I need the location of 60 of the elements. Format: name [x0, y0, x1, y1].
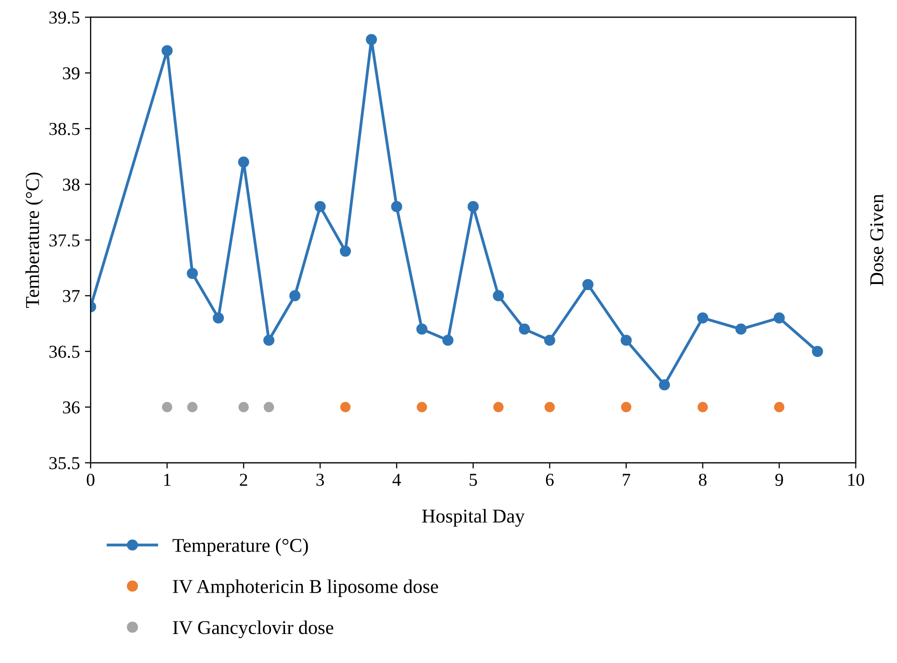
point [774, 312, 785, 324]
x-tick-label: 2 [240, 474, 248, 486]
x-tick-label: 1 [164, 474, 171, 486]
y-axis-title: Temberature (°C) [25, 172, 44, 308]
point [544, 402, 555, 412]
y-tick-label: 38.5 [49, 122, 80, 136]
point [212, 312, 224, 324]
y-tick-label: 37 [62, 290, 80, 302]
x-tick-label: 7 [622, 474, 630, 486]
point [366, 34, 377, 46]
point [492, 290, 504, 302]
y-tick-label: 37.5 [49, 234, 80, 247]
point [518, 324, 530, 335]
y-tick-label: 35.5 [49, 457, 80, 470]
x-tick-label: 0 [86, 474, 94, 486]
point [620, 334, 632, 346]
point [238, 402, 249, 412]
y-tick-label: 39 [62, 67, 80, 80]
point [544, 334, 556, 346]
point [264, 402, 274, 412]
x-tick-label: 5 [470, 474, 477, 486]
point [658, 379, 670, 390]
x-tick-label: 9 [775, 474, 783, 486]
point [735, 324, 747, 335]
point [238, 156, 250, 168]
x-tick-label: 8 [698, 474, 707, 486]
point [391, 201, 402, 212]
point [812, 346, 824, 357]
point [621, 402, 632, 412]
y-tick-label: 38 [62, 178, 80, 191]
y2-axis-title: Dose Given [870, 194, 884, 286]
point [774, 402, 784, 412]
point [698, 402, 708, 412]
legend-label: Temperature (°C) [172, 538, 308, 556]
x-axis-title: Hospital Day [422, 509, 525, 527]
x-tick-label: 10 [848, 474, 864, 486]
x-tick-label: 4 [392, 474, 401, 486]
x-tick-label: 3 [316, 474, 324, 486]
y-tick-label: 36.5 [49, 346, 80, 358]
point [289, 290, 300, 302]
point [186, 268, 198, 279]
point [162, 45, 173, 56]
point [162, 402, 172, 412]
point [697, 312, 708, 324]
point [263, 334, 274, 346]
y-tick-label: 36 [62, 401, 80, 414]
point [416, 402, 428, 412]
x-tick-label: 6 [546, 474, 554, 486]
point [187, 402, 198, 412]
point [416, 324, 428, 335]
legend-label: IV Amphotericin B liposome dose [172, 579, 438, 598]
point [442, 334, 454, 346]
legend-label: IV Gancyclovir dose [172, 620, 334, 638]
point [340, 402, 351, 412]
y-tick-label: 39.5 [49, 12, 80, 24]
point [314, 201, 326, 212]
point [340, 246, 351, 257]
point [582, 279, 594, 290]
point [493, 402, 504, 412]
point [468, 201, 479, 212]
